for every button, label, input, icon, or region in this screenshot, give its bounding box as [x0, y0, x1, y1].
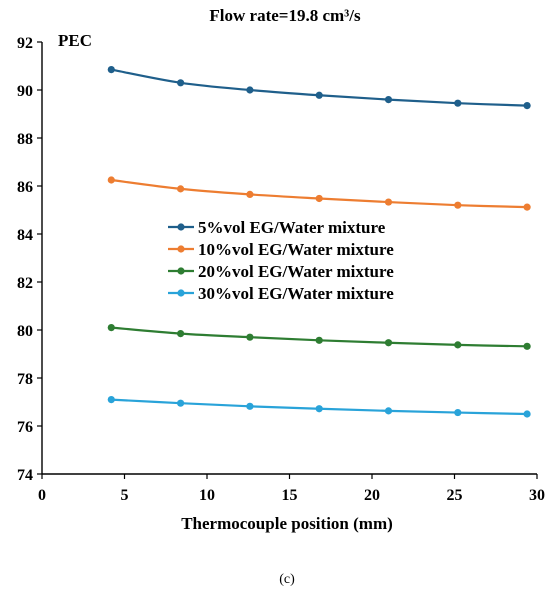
y-axis-label: PEC [58, 31, 92, 50]
data-point [315, 194, 323, 203]
data-point [384, 339, 393, 347]
data-point [315, 405, 323, 413]
chart-title: Flow rate=19.8 cm³/s [209, 6, 361, 25]
data-point [107, 176, 115, 184]
data-point [246, 402, 254, 410]
x-tick-label: 10 [199, 487, 215, 504]
data-point [107, 324, 115, 332]
x-tick-label: 15 [282, 487, 298, 504]
data-point [454, 201, 462, 209]
data-point [454, 341, 462, 349]
data-point [315, 91, 323, 99]
legend-swatch-marker [177, 245, 185, 253]
legend-item: 5%vol EG/Water mixture [168, 218, 386, 237]
data-point [523, 102, 531, 110]
data-point [246, 333, 254, 341]
series-group [107, 396, 531, 418]
x-tick-label: 5 [121, 487, 129, 504]
data-point [454, 99, 462, 107]
data-point [384, 407, 393, 415]
data-point [523, 410, 531, 418]
legend-item: 30%vol EG/Water mixture [168, 284, 394, 303]
y-tick-label: 88 [17, 131, 33, 148]
legend-swatch-marker [177, 223, 185, 231]
legend-label: 5%vol EG/Water mixture [198, 218, 386, 237]
y-tick-label: 86 [17, 179, 33, 196]
y-tick-label: 92 [17, 35, 33, 52]
axes: 74 76 78 80 82 84 86 88 90 92 0 5 10 15 20 25 30 [17, 35, 545, 504]
legend: 5%vol EG/Water mixture 10%vol EG/Water mi… [168, 218, 394, 303]
data-point [246, 190, 254, 198]
x-tick-label: 20 [364, 487, 380, 504]
data-point [523, 342, 531, 350]
series-line [111, 178, 528, 209]
data-point [177, 399, 185, 407]
series-group [107, 324, 531, 350]
x-tick-label: 0 [38, 487, 46, 504]
legend-label: 30%vol EG/Water mixture [198, 284, 394, 303]
legend-item: 10%vol EG/Water mixture [168, 240, 394, 259]
y-tick-label: 76 [17, 419, 33, 436]
data-point [384, 198, 393, 206]
x-tick-label: 30 [529, 487, 545, 504]
x-axis-label: Thermocouple position (mm) [181, 514, 393, 533]
data-point [177, 330, 185, 338]
data-point [246, 86, 254, 94]
y-tick-label: 78 [17, 371, 33, 388]
series-group [107, 176, 531, 211]
data-point [384, 96, 393, 104]
data-point [315, 336, 323, 344]
y-tick-label: 82 [17, 275, 33, 292]
y-tick-label: 80 [17, 323, 33, 340]
legend-label: 10%vol EG/Water mixture [198, 240, 394, 259]
data-point [107, 396, 115, 404]
series-group [107, 66, 531, 110]
data-point [454, 408, 462, 417]
y-tick-label: 84 [17, 227, 33, 244]
data-point [523, 203, 531, 211]
figure-caption: (c) [279, 572, 295, 587]
data-point [177, 79, 185, 87]
legend-item: 20%vol EG/Water mixture [168, 262, 394, 281]
y-tick-label: 74 [17, 467, 33, 484]
legend-label: 20%vol EG/Water mixture [198, 262, 394, 281]
series-line [111, 68, 528, 107]
y-tick-label: 90 [17, 83, 33, 100]
series-layer [107, 66, 531, 418]
legend-swatch-marker [177, 289, 185, 297]
x-tick-label: 25 [447, 487, 463, 504]
legend-swatch-marker [177, 267, 185, 275]
data-point [107, 66, 115, 74]
data-point [177, 185, 185, 193]
